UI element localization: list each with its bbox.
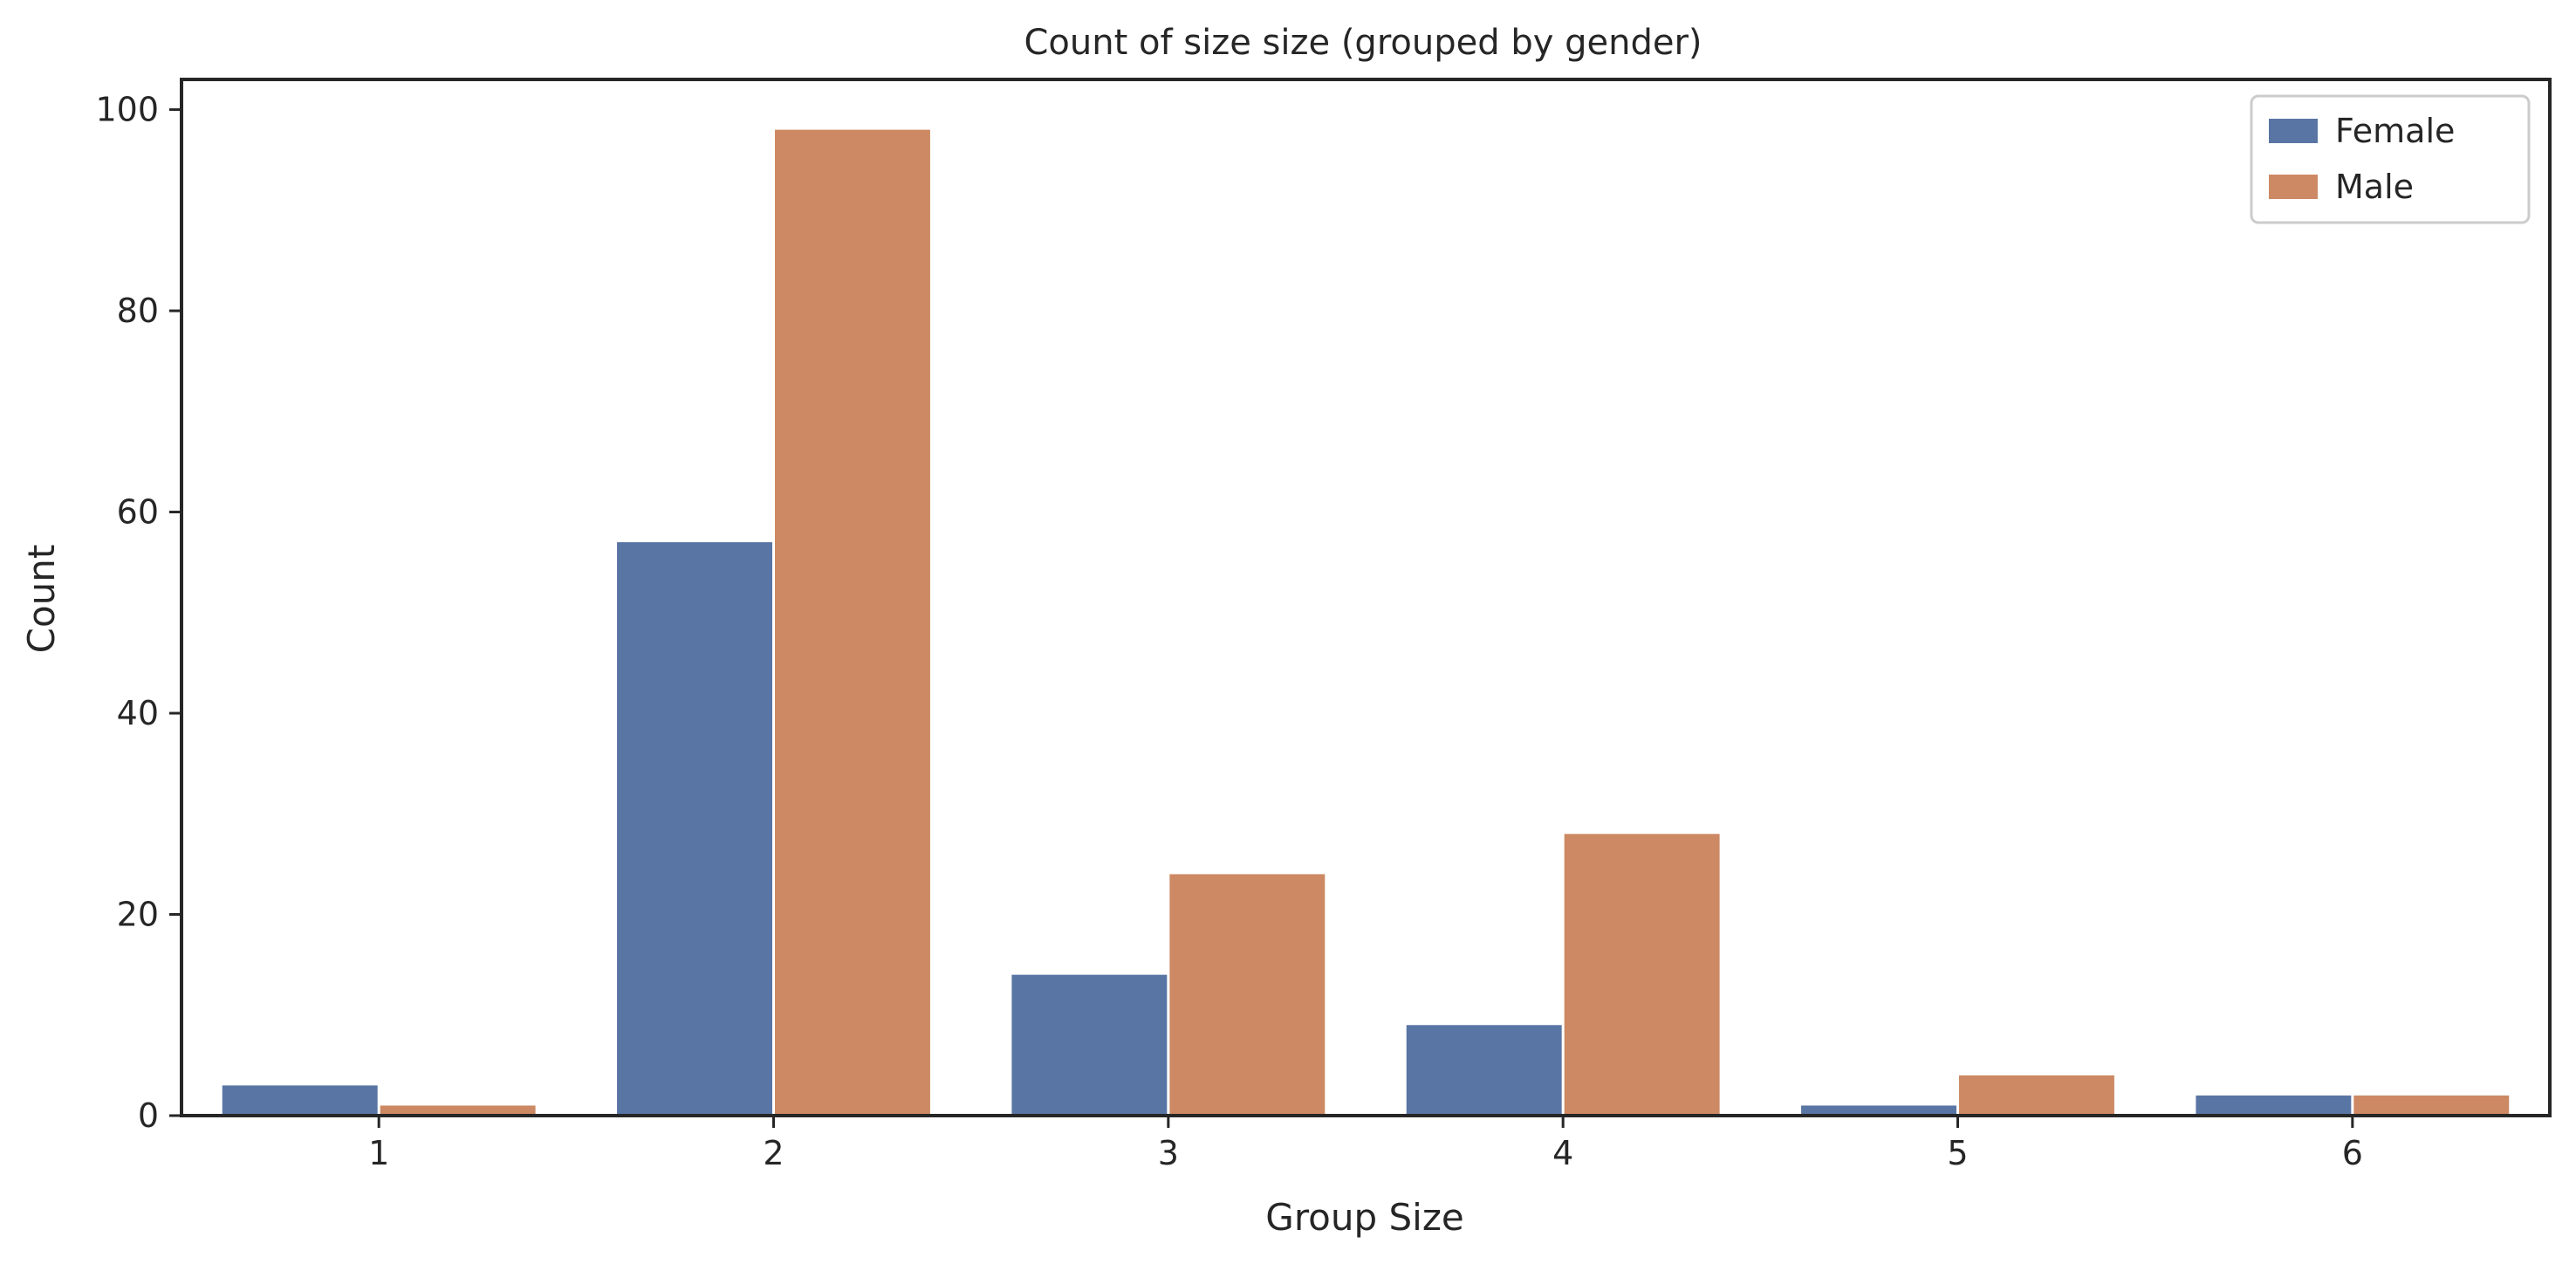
y-tick-label-80: 80 — [117, 292, 159, 330]
y-tick-label-60: 60 — [117, 493, 159, 532]
bar-male-1 — [380, 1105, 536, 1116]
legend-label-male: Male — [2335, 168, 2414, 206]
bars-layer — [222, 129, 2510, 1116]
x-tick-label-6: 6 — [2342, 1134, 2363, 1172]
x-tick-label-3: 3 — [1158, 1134, 1179, 1172]
x-tick-label-5: 5 — [1947, 1134, 1968, 1172]
bar-female-1 — [222, 1085, 378, 1116]
bar-female-6 — [2196, 1095, 2352, 1116]
x-tick-label-2: 2 — [763, 1134, 784, 1172]
x-tick-label-4: 4 — [1552, 1134, 1573, 1172]
bar-male-3 — [1169, 874, 1326, 1116]
y-tick-label-40: 40 — [117, 694, 159, 732]
bar-female-2 — [617, 542, 772, 1116]
bar-female-4 — [1406, 1025, 1562, 1116]
bar-male-5 — [1959, 1075, 2114, 1116]
plot-frame — [180, 78, 2552, 1117]
x-tick-label-1: 1 — [368, 1134, 389, 1172]
y-axis-label: Count — [20, 545, 63, 654]
y-tick-label-20: 20 — [117, 896, 159, 934]
bar-female-5 — [1801, 1105, 1956, 1116]
legend-frame — [2250, 94, 2531, 224]
legend-swatch-female — [2269, 119, 2318, 143]
bar-male-2 — [775, 129, 930, 1116]
bar-male-4 — [1564, 834, 1720, 1116]
legend-label-female: Female — [2335, 112, 2455, 150]
legend: Female Male — [2250, 94, 2531, 224]
legend-swatch-male — [2269, 175, 2318, 199]
bar-female-3 — [1011, 974, 1168, 1116]
x-axis-label: Group Size — [1265, 1196, 1463, 1239]
y-tick-label-0: 0 — [138, 1096, 159, 1135]
y-tick-label-100: 100 — [95, 91, 159, 129]
chart-title: Count of size size (grouped by gender) — [1024, 23, 1702, 63]
bar-male-6 — [2353, 1095, 2510, 1116]
